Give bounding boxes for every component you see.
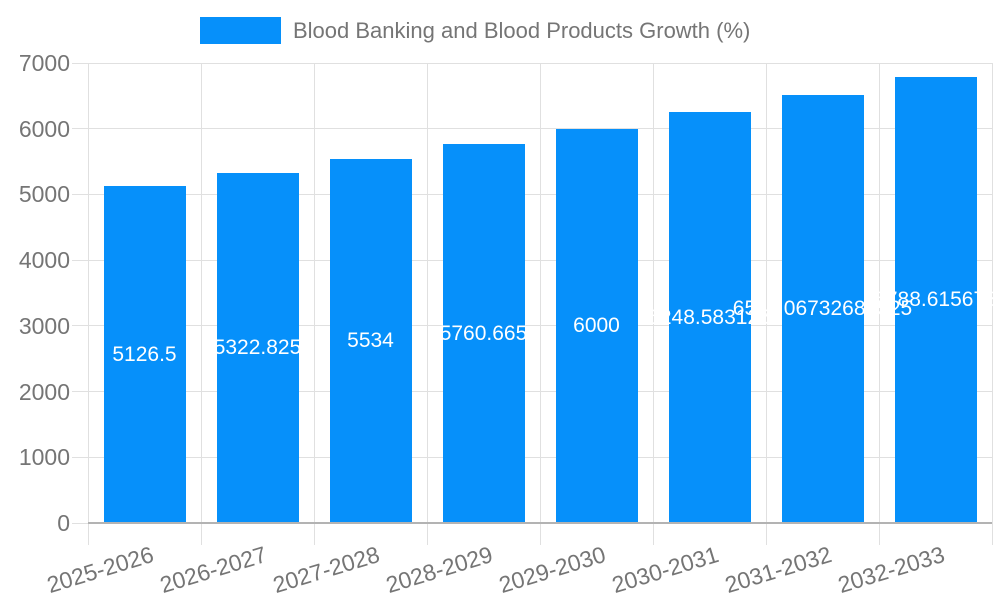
gridline-horizontal bbox=[72, 62, 992, 64]
gridline-vertical bbox=[87, 63, 89, 545]
y-axis-tick-label: 1000 bbox=[18, 444, 70, 471]
bar-2028-2029[interactable] bbox=[442, 144, 525, 523]
chart-legend[interactable]: Blood Banking and Blood Products Growth … bbox=[200, 17, 750, 44]
bar-2031-2032[interactable] bbox=[781, 95, 864, 523]
bar-2026-2027[interactable] bbox=[216, 173, 299, 523]
gridline-horizontal bbox=[72, 259, 992, 261]
y-axis-tick-label: 4000 bbox=[18, 247, 70, 274]
gridline-vertical bbox=[991, 63, 993, 545]
gridline-horizontal bbox=[72, 193, 992, 195]
bar-2032-2033[interactable] bbox=[894, 76, 977, 523]
gridline-vertical bbox=[765, 63, 767, 545]
gridline-vertical bbox=[652, 63, 654, 545]
gridline-horizontal bbox=[72, 325, 992, 327]
y-axis-tick-label: 6000 bbox=[18, 115, 70, 142]
bar-2027-2028[interactable] bbox=[329, 159, 412, 523]
bar-2030-2031[interactable] bbox=[668, 112, 751, 523]
gridline-horizontal bbox=[72, 391, 992, 393]
gridline-vertical bbox=[313, 63, 315, 545]
gridline-vertical bbox=[539, 63, 541, 545]
gridline-horizontal bbox=[72, 456, 992, 458]
legend-label: Blood Banking and Blood Products Growth … bbox=[293, 18, 751, 43]
legend-swatch-icon bbox=[200, 17, 281, 44]
bar-2029-2030[interactable] bbox=[555, 128, 638, 523]
bar-2025-2026[interactable] bbox=[103, 186, 186, 523]
y-axis-tick-label: 3000 bbox=[18, 312, 70, 339]
y-axis-tick-label: 0 bbox=[57, 510, 70, 536]
y-axis-tick-label: 7000 bbox=[18, 50, 70, 76]
x-axis-line bbox=[88, 522, 992, 524]
plot-area: 5126.5 5322.825 5534 5760.665 6000 6248.58312… bbox=[72, 62, 997, 545]
gridline-vertical bbox=[878, 63, 880, 545]
gridline-vertical bbox=[426, 63, 428, 545]
gridline-vertical bbox=[200, 63, 202, 545]
gridline-horizontal bbox=[72, 128, 992, 130]
y-axis-tick-label: 2000 bbox=[18, 378, 70, 405]
y-axis-tick-label: 5000 bbox=[18, 181, 70, 208]
